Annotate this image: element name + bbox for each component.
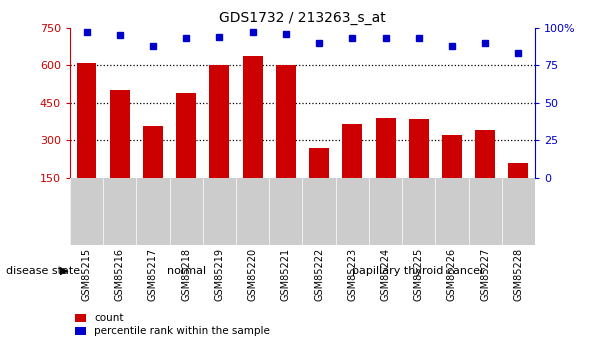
Bar <box>376 118 395 178</box>
Text: normal: normal <box>167 266 206 276</box>
Bar <box>209 65 229 178</box>
Bar <box>276 65 296 178</box>
Text: papillary thyroid cancer: papillary thyroid cancer <box>353 266 485 276</box>
Bar <box>176 92 196 178</box>
Title: GDS1732 / 213263_s_at: GDS1732 / 213263_s_at <box>219 11 386 25</box>
Legend: count, percentile rank within the sample: count, percentile rank within the sample <box>75 313 270 336</box>
Bar <box>309 148 329 178</box>
Bar <box>342 124 362 178</box>
Bar <box>442 135 462 178</box>
Text: ▶: ▶ <box>60 266 68 276</box>
Bar <box>508 163 528 178</box>
Bar <box>77 63 97 178</box>
Bar <box>409 119 429 178</box>
Text: disease state: disease state <box>6 266 80 276</box>
Bar <box>110 90 130 178</box>
Bar <box>243 56 263 178</box>
Bar <box>143 126 163 178</box>
Bar <box>475 130 495 178</box>
